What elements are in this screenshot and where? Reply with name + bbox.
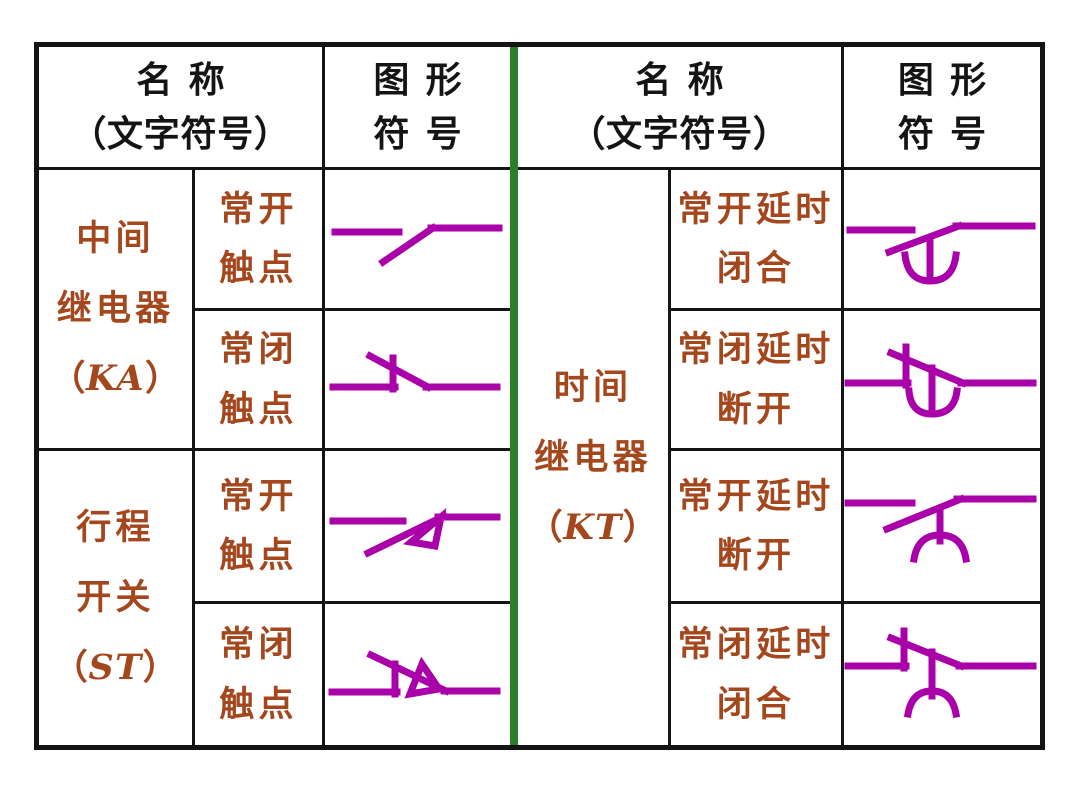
paren-open: （	[527, 506, 564, 548]
normally-open-delay-open-icon	[844, 494, 1037, 564]
paren-close: ）	[622, 506, 659, 548]
time-relay-code-text: （KT）	[528, 493, 659, 563]
paren-close: ）	[142, 647, 179, 688]
relay-name-text: 中间 继电器	[56, 218, 175, 329]
header-symbol-sub-label: 符号	[373, 113, 478, 155]
kt-nc-delay-close-symbol-cell	[844, 604, 1040, 745]
ka-nc-label-cell: 常闭 触点	[195, 311, 322, 448]
normally-closed-delay-close-icon	[844, 627, 1037, 719]
kt-nc-delay-open-symbol-cell	[844, 311, 1040, 448]
ka-no-symbol-cell	[325, 170, 510, 308]
header-left-name: 名称 （文字符号）	[39, 47, 322, 167]
normally-closed-delay-open-icon	[844, 343, 1037, 418]
st-nc-symbol-cell	[325, 604, 510, 745]
relay-code-text: （KA）	[50, 344, 180, 414]
switch-code-text: （ST）	[53, 633, 179, 703]
header-left-symbol: 图形 符号	[325, 47, 510, 167]
st-no-label-cell: 常开 触点	[195, 451, 322, 601]
kt-no-delay-open-symbol-cell	[844, 451, 1040, 601]
header-right-name: 名称 （文字符号）	[518, 47, 841, 167]
header-symbol-label: 图形	[373, 59, 478, 101]
ka-nc-symbol-cell	[325, 311, 510, 448]
limit-switch-name-cell: 行程 开关 （ST）	[39, 451, 192, 745]
header-symbol-sub-label: 符号	[897, 113, 1003, 155]
header-name-label: 名称	[635, 59, 740, 101]
time-relay-name-cell: 时间 继电器 （KT）	[518, 170, 668, 745]
contact-type-label: 常闭 触点	[219, 624, 298, 725]
contact-type-label: 常开延时 闭合	[677, 188, 835, 290]
contact-type-label: 常闭延时 闭合	[677, 624, 835, 725]
st-no-symbol-cell	[325, 451, 510, 601]
header-name-label: 名称	[136, 59, 241, 101]
kt-nc-delay-close-label-cell: 常闭延时 闭合	[671, 604, 841, 745]
switch-name-text: 行程 开关	[76, 507, 155, 618]
normally-open-contact-icon	[331, 223, 503, 267]
header-symbol-label: 图形	[897, 59, 1003, 101]
kt-no-delay-close-label-cell: 常开延时 闭合	[671, 170, 841, 308]
paren-close: ）	[144, 358, 181, 399]
ka-no-label-cell: 常开 触点	[195, 170, 322, 308]
contact-type-label: 常开延时 断开	[677, 475, 835, 577]
paren-open: （	[52, 647, 89, 688]
time-relay-name-text: 时间 继电器	[534, 366, 652, 478]
paren-open: （	[50, 358, 87, 399]
contact-type-label: 常开 触点	[219, 475, 298, 577]
symbol-table: 名称 （文字符号） 图形 符号 名称 （文字符号） 图形 符号 中间 继电器 （…	[34, 42, 1045, 750]
relay-code-KT: KT	[563, 506, 623, 548]
limit-switch-normally-open-icon	[329, 507, 501, 558]
header-right-symbol: 图形 符号	[844, 47, 1040, 167]
header-name-sub-label: （文字符号）	[569, 113, 790, 155]
st-nc-label-cell: 常闭 触点	[195, 604, 322, 745]
kt-no-delay-open-label-cell: 常开延时 断开	[671, 451, 841, 601]
intermediate-relay-name-cell: 中间 继电器 （KA）	[39, 170, 192, 448]
contact-type-label: 常闭延时 断开	[677, 329, 835, 430]
header-name-sub-label: （文字符号）	[70, 113, 291, 155]
center-divider	[510, 47, 518, 745]
normally-closed-contact-icon	[329, 351, 501, 393]
kt-nc-delay-open-label-cell: 常闭延时 断开	[671, 311, 841, 448]
limit-switch-normally-closed-icon	[328, 650, 501, 699]
contact-type-label: 常闭 触点	[219, 329, 298, 430]
switch-code-ST: ST	[88, 647, 143, 688]
kt-no-delay-close-symbol-cell	[844, 170, 1040, 308]
normally-open-delay-close-icon	[846, 221, 1036, 285]
contact-type-label: 常开 触点	[219, 188, 298, 290]
relay-code-KA: KA	[86, 358, 145, 399]
